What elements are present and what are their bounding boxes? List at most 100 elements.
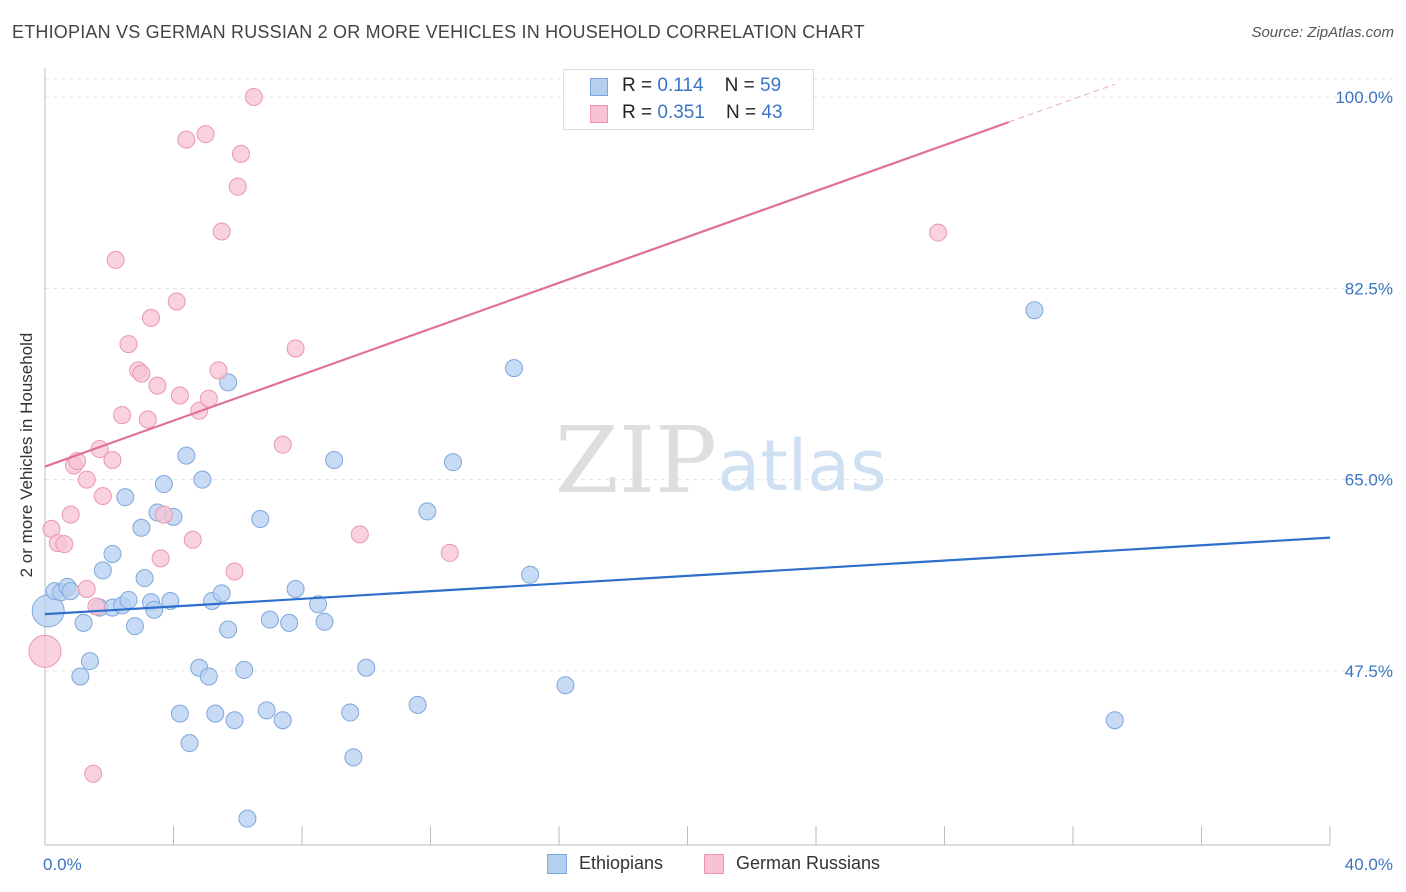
german-russian-point	[77, 470, 96, 489]
ethiopian-point	[199, 667, 218, 686]
german-russian-point	[244, 88, 263, 106]
r-value: 0.351	[657, 102, 705, 123]
german-russian-point	[84, 764, 103, 783]
german-russian-point	[286, 339, 305, 358]
german-russian-point	[93, 487, 112, 506]
ethiopians-swatch	[547, 854, 567, 874]
ethiopian-point	[556, 676, 575, 695]
ethiopian-point	[505, 359, 524, 378]
german-russian-point	[212, 222, 231, 241]
ethiopian-point	[344, 748, 363, 767]
axis-layer	[44, 68, 1331, 846]
german-russian-point	[55, 535, 74, 554]
ethiopian-point	[116, 488, 135, 507]
ethiopian-point	[408, 695, 427, 714]
correlation-legend: R = 0.114 N = 59 R = 0.351 N = 43	[563, 69, 814, 130]
ethiopians-swatch	[590, 78, 608, 96]
german-russian-point	[119, 335, 138, 354]
german-russian-point	[196, 125, 215, 144]
german-russian-point	[28, 634, 62, 668]
ethiopian-point	[93, 561, 112, 580]
german-russian-point	[142, 308, 161, 327]
german-russian-point	[103, 450, 122, 469]
ethiopian-point	[309, 595, 328, 614]
german-russian-point	[929, 223, 948, 242]
legend-label: Ethiopians	[579, 853, 664, 873]
y-tick-label: 65.0%	[1345, 471, 1393, 490]
ethiopian-point	[219, 373, 238, 392]
ethiopian-point	[145, 600, 164, 619]
german-russian-point	[148, 376, 167, 395]
ethiopian-point	[521, 565, 540, 584]
german-russian-point	[138, 410, 157, 429]
german-russian-point	[106, 250, 125, 269]
ethiopian-point	[280, 613, 299, 632]
ethiopian-point	[177, 446, 196, 465]
german-russian-point	[154, 505, 173, 524]
watermark: ZIP atlas	[555, 407, 887, 514]
ethiopian-point	[357, 658, 376, 677]
ethiopian-point	[125, 617, 144, 636]
x-tick-label: 0.0%	[43, 855, 82, 874]
y-tick-label: 47.5%	[1345, 662, 1393, 681]
n-value: 59	[760, 75, 782, 96]
ethiopian-point	[132, 518, 151, 537]
r-value: 0.114	[657, 75, 704, 96]
ethiopian-point	[238, 809, 257, 828]
y-axis-label: 2 or more Vehicles in Household	[17, 332, 36, 578]
n-label: N =	[724, 75, 761, 96]
german-russian-point	[132, 364, 151, 383]
ethiopian-point	[135, 569, 154, 588]
german-russian-point	[170, 386, 189, 405]
y-tick-label: 100.0%	[1335, 88, 1393, 107]
series-legend: Ethiopians German Russians	[0, 852, 1406, 878]
n-value: 43	[761, 102, 783, 123]
ethiopian-point	[286, 580, 305, 598]
ethiopian-point	[103, 545, 122, 564]
ethiopian-point	[219, 620, 238, 639]
german-russian-point	[231, 144, 250, 163]
ethiopian-point	[273, 711, 292, 730]
ethiopian-point	[71, 667, 90, 686]
y-tick-label: 82.5%	[1345, 279, 1393, 298]
german-russian-point	[167, 292, 186, 311]
german-russian-point	[183, 530, 202, 549]
ethiopian-point	[74, 613, 93, 632]
source-label: Source: ZipAtlas.com	[1251, 24, 1394, 41]
ethiopian-point	[161, 592, 180, 611]
ethiopian-point	[170, 704, 189, 723]
ethiopian-point	[193, 470, 212, 489]
ethiopian-point	[180, 734, 199, 753]
german-russian-point	[350, 525, 369, 544]
german-russians-swatch	[704, 854, 724, 874]
watermark-atlas: atlas	[717, 425, 886, 507]
ethiopian-point	[260, 610, 279, 629]
trend-layer	[44, 83, 1331, 616]
n-label: N =	[726, 102, 762, 123]
german-russians-trend-extension	[1008, 83, 1115, 123]
r-label: R =	[622, 102, 658, 123]
ethiopian-point	[61, 582, 80, 601]
ethiopian-point	[418, 502, 437, 521]
german-russians-swatch	[590, 105, 608, 123]
german-russian-point	[273, 435, 292, 454]
ethiopian-point	[80, 652, 99, 671]
ethiopian-point	[1105, 711, 1124, 730]
ethiopian-point	[251, 510, 270, 529]
ethiopian-point	[315, 612, 334, 631]
ethiopian-point	[119, 590, 138, 609]
tick-label-layer: 47.5% 65.0% 82.5% 100.0% 0.0% 40.0%	[43, 88, 1393, 874]
ethiopian-point	[225, 711, 244, 730]
german-russians-trend-line	[44, 121, 1010, 468]
watermark-zip: ZIP	[555, 407, 717, 514]
ethiopian-point	[443, 453, 462, 472]
german-russian-point	[113, 406, 132, 425]
ethiopian-point	[341, 703, 360, 722]
ethiopian-point	[325, 450, 344, 469]
german-russian-point	[177, 130, 196, 149]
chart-title: ETHIOPIAN VS GERMAN RUSSIAN 2 OR MORE VE…	[12, 22, 865, 42]
german-russian-point	[61, 505, 80, 524]
german-russian-point	[228, 177, 247, 196]
ethiopian-point	[235, 660, 254, 679]
x-tick-label: 40.0%	[1345, 855, 1393, 874]
